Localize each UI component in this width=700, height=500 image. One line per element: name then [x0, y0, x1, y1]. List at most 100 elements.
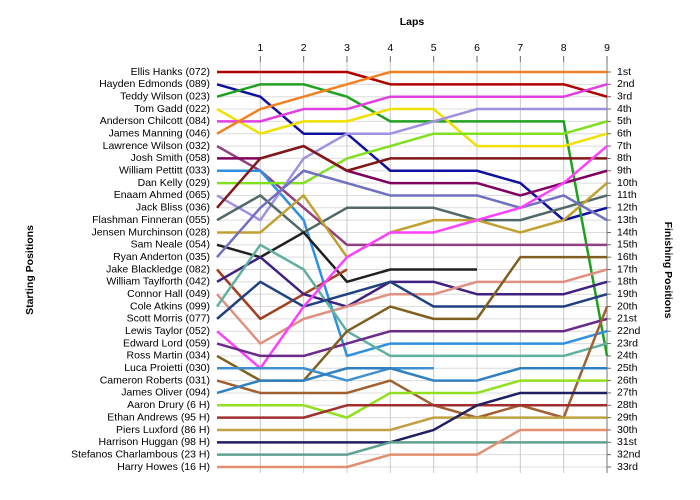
y2-tick-label: 10th — [617, 177, 638, 189]
series-label: William Taylforth (042) — [106, 276, 210, 288]
y2-tick-label: 17th — [617, 263, 638, 275]
series-line — [216, 145, 608, 370]
series-line — [217, 83, 608, 123]
series-line — [215, 243, 608, 358]
y2-tick-label: 6th — [617, 128, 632, 140]
y2-axis-label: Finishing Positions — [662, 222, 674, 319]
y2-tick-label: 8th — [617, 152, 632, 164]
y2-tick-label: 27th — [617, 387, 638, 399]
series-label: Jensen Murchinson (028) — [92, 226, 210, 238]
series-line — [217, 428, 607, 469]
series-line — [216, 107, 608, 148]
y2-tick-label: 4th — [617, 103, 632, 115]
series-label: Luca Proietti (030) — [124, 362, 210, 374]
series-label: Scott Morris (077) — [127, 313, 210, 325]
series-label: Flashman Finneran (055) — [92, 214, 210, 226]
series-label: Cole Atkins (099) — [130, 300, 210, 312]
series-line — [216, 169, 608, 258]
y2-tick-label: 7th — [617, 140, 632, 152]
series-label: Ryan Anderton (035) — [113, 251, 210, 263]
series-label: Jake Blackledge (082) — [106, 263, 210, 275]
y2-tick-label: 14th — [617, 226, 638, 238]
y2-tick-label: 2nd — [617, 78, 635, 90]
y2-tick-label: 33rd — [617, 461, 638, 473]
y2-tick-label: 26th — [617, 374, 638, 386]
y2-tick-label: 32nd — [617, 448, 641, 460]
y2-tick-label: 16th — [617, 251, 638, 263]
series-label: Stefanos Charlambous (23 H) — [71, 448, 210, 460]
y2-tick-label: 19th — [617, 288, 638, 300]
series-label: Sam Neale (054) — [131, 239, 210, 251]
x-tick-label: 6 — [474, 42, 480, 54]
x-tick-label: 4 — [387, 42, 393, 54]
y2-tick-label: 31st — [617, 436, 637, 448]
series-label: James Oliver (094) — [121, 387, 210, 399]
y2-tick-label: 5th — [617, 115, 632, 127]
series-label: Josh Smith (058) — [131, 152, 210, 164]
series-label: Harrison Huggan (98 H) — [99, 436, 210, 448]
series-line — [216, 255, 608, 308]
series-line — [216, 144, 607, 209]
x-tick-label: 8 — [561, 42, 567, 54]
chart-title: Laps — [400, 16, 425, 28]
series-label: James Manning (046) — [108, 128, 210, 140]
series-line — [216, 317, 608, 358]
x-tick-label: 5 — [431, 42, 437, 54]
series-line — [216, 70, 607, 135]
series-label: Anderson Chilcott (084) — [100, 115, 210, 127]
y2-tick-label: 25th — [617, 362, 638, 374]
y2-tick-label: 28th — [617, 399, 638, 411]
series-label: Teddy Wilson (023) — [120, 90, 210, 102]
series-label: Tom Gadd (022) — [134, 103, 210, 115]
series-line — [216, 280, 608, 320]
series-label: Enaam Ahmed (065) — [114, 189, 210, 201]
y2-tick-label: 9th — [617, 165, 632, 177]
series-label: Jack Bliss (036) — [136, 202, 210, 214]
y2-tick-label: 12th — [617, 202, 638, 214]
series-label: Lewis Taylor (052) — [125, 325, 210, 337]
series-line — [217, 169, 608, 358]
y2-tick-label: 30th — [617, 424, 638, 436]
x-tick-label: 7 — [517, 42, 523, 54]
series-label: Aaron Drury (6 H) — [127, 399, 210, 411]
series-label: Piers Luxford (86 H) — [116, 424, 210, 436]
series-label: Dan Kelly (029) — [138, 177, 210, 189]
x-tick-label: 9 — [604, 42, 610, 54]
y2-tick-label: 11th — [617, 189, 637, 201]
series-line — [217, 391, 607, 444]
series-line — [217, 379, 607, 419]
y2-tick-label: 24th — [617, 350, 638, 362]
series-label: Harry Howes (16 H) — [117, 461, 210, 473]
y2-tick-label: 22nd — [617, 325, 641, 337]
series-label: Edward Lord (059) — [123, 337, 210, 349]
series-line — [217, 404, 607, 419]
series-line — [217, 441, 607, 456]
series-label: Hayden Edmonds (089) — [99, 78, 210, 90]
series-line — [217, 182, 608, 259]
series-label: Ellis Hanks (072) — [131, 66, 210, 78]
series-label: Lawrence Wilson (032) — [103, 140, 210, 152]
series-line — [217, 70, 608, 98]
y2-tick-label: 13th — [617, 214, 638, 226]
series-label: Connor Hall (049) — [127, 288, 210, 300]
series-line — [216, 83, 609, 357]
series-label: Cameron Roberts (031) — [100, 374, 210, 386]
y2-tick-label: 20th — [617, 300, 638, 312]
series-line — [216, 367, 607, 395]
y2-tick-label: 21st — [617, 313, 637, 325]
x-tick-label: 1 — [257, 42, 263, 54]
series-label: William Pettitt (033) — [119, 165, 210, 177]
y2-tick-label: 18th — [617, 276, 638, 288]
series-label: Ethan Andrews (95 H) — [107, 411, 210, 423]
x-tick-label: 3 — [344, 42, 350, 54]
y-axis-label: Starting Positions — [24, 225, 36, 315]
series-label: Ross Martin (034) — [127, 350, 210, 362]
y2-tick-label: 23rd — [617, 337, 638, 349]
series-line — [217, 120, 608, 185]
y2-tick-label: 3rd — [617, 90, 632, 102]
y2-tick-label: 15th — [617, 239, 638, 251]
x-tick-label: 2 — [301, 42, 307, 54]
y2-tick-label: 1st — [617, 66, 631, 78]
